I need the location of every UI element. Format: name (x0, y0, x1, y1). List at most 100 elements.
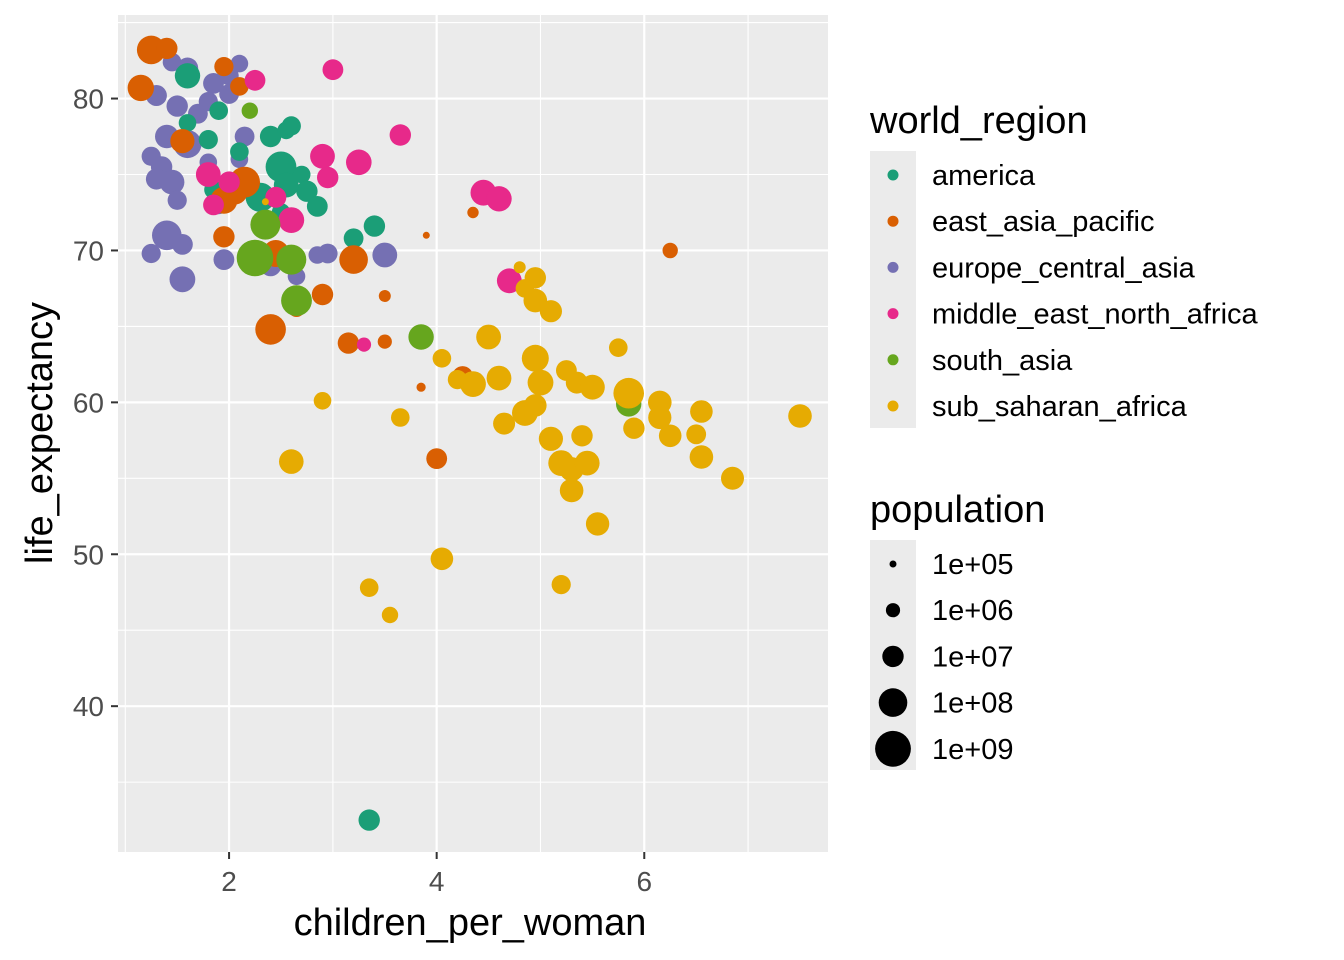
data-point-east_asia_pacific (426, 448, 448, 469)
y-tick-label: 80 (73, 84, 104, 115)
legend-label-south_asia: south_asia (932, 345, 1073, 377)
data-point-east_asia_pacific (337, 332, 360, 354)
legend-key-east_asia_pacific (887, 215, 899, 227)
size-legend-label: 1e+08 (932, 688, 1013, 720)
legend-key-middle_east_north_africa (887, 308, 899, 320)
data-point-sub_saharan_africa (493, 412, 516, 435)
data-point-sub_saharan_africa (609, 338, 628, 358)
size-legend-key (889, 560, 897, 568)
legend-label-america: america (932, 160, 1036, 192)
data-point-middle_east_north_africa (195, 162, 221, 187)
data-point-sub_saharan_africa (527, 369, 554, 396)
data-point-middle_east_north_africa (203, 194, 224, 216)
size-legend-title: population (870, 489, 1045, 531)
data-point-america (343, 228, 364, 249)
data-point-south_asia (241, 102, 258, 119)
data-point-europe_central_asia (230, 54, 249, 73)
data-point-sub_saharan_africa (686, 424, 707, 445)
data-point-sub_saharan_africa (538, 426, 564, 451)
data-point-sub_saharan_africa (261, 198, 269, 206)
data-point-middle_east_north_africa (310, 143, 335, 169)
legend-label-sub_saharan_africa: sub_saharan_africa (932, 391, 1188, 423)
data-point-america (292, 165, 311, 184)
data-point-east_asia_pacific (311, 283, 334, 306)
major-gridlines (118, 15, 828, 852)
data-point-sub_saharan_africa (658, 424, 682, 448)
data-point-sub_saharan_africa (721, 466, 744, 490)
data-point-south_asia (281, 285, 312, 316)
data-point-middle_east_north_africa (496, 268, 522, 294)
data-point-sub_saharan_africa (391, 408, 410, 427)
legend-key-south_asia (887, 354, 899, 366)
legend-key-america (887, 169, 899, 181)
data-point-sub_saharan_africa (524, 394, 547, 417)
data-point-america (198, 130, 218, 150)
data-point-middle_east_north_africa (218, 171, 240, 193)
data-point-middle_east_north_africa (244, 69, 266, 91)
data-point-sub_saharan_africa (539, 300, 563, 323)
data-point-sub_saharan_africa (432, 349, 452, 368)
data-point-east_asia_pacific (377, 334, 392, 349)
legend-label-east_asia_pacific: east_asia_pacific (932, 206, 1154, 238)
data-point-sub_saharan_africa (571, 425, 593, 447)
size-legend-key (885, 603, 901, 618)
data-point-sub_saharan_africa (574, 450, 600, 476)
data-point-middle_east_north_africa (278, 207, 305, 234)
data-point-europe_central_asia (213, 249, 235, 270)
data-point-america (174, 63, 201, 89)
data-point-east_asia_pacific (339, 245, 368, 274)
x-axis-title: children_per_woman (294, 902, 647, 944)
data-point-europe_central_asia (372, 242, 398, 268)
data-point-europe_central_asia (234, 126, 255, 147)
legend-key-sub_saharan_africa (887, 400, 899, 412)
data-point-sub_saharan_africa (648, 405, 672, 430)
data-point-east_asia_pacific (127, 74, 154, 102)
size-legend-label: 1e+06 (932, 595, 1013, 627)
data-point-sub_saharan_africa (460, 371, 486, 397)
data-point-east_asia_pacific (416, 382, 426, 392)
data-point-east_asia_pacific (156, 37, 178, 60)
data-point-east_asia_pacific (230, 77, 249, 96)
data-point-middle_east_north_africa (346, 149, 372, 176)
data-point-europe_central_asia (169, 266, 196, 293)
data-point-sub_saharan_africa (690, 400, 713, 423)
x-tick-label: 6 (636, 866, 652, 897)
data-point-middle_east_north_africa (317, 166, 339, 189)
data-point-america (358, 809, 380, 831)
data-point-sub_saharan_africa (613, 377, 644, 409)
y-axis-ticks: 40 50 60 70 80 (73, 84, 118, 722)
size-legend-label: 1e+09 (932, 734, 1013, 766)
data-point-south_asia (276, 244, 307, 275)
data-point-south_asia (236, 239, 274, 277)
x-axis-ticks: 2 4 6 (221, 852, 652, 897)
data-point-america (178, 114, 197, 132)
data-point-america (259, 125, 282, 148)
color-legend: america east_asia_pacific europe_central_a… (887, 160, 1259, 423)
y-tick-label: 70 (73, 235, 104, 266)
x-tick-label: 2 (221, 866, 237, 897)
data-point-europe_central_asia (172, 234, 193, 255)
data-points (127, 35, 812, 831)
data-point-south_asia (250, 209, 281, 240)
data-point-europe_central_asia (166, 95, 188, 117)
data-point-east_asia_pacific (467, 206, 479, 219)
data-point-sub_saharan_africa (585, 512, 610, 536)
data-point-sub_saharan_africa (788, 404, 812, 428)
data-point-sub_saharan_africa (381, 606, 399, 624)
data-point-sub_saharan_africa (580, 374, 605, 400)
data-point-south_asia (408, 324, 434, 350)
data-point-europe_central_asia (167, 190, 187, 210)
data-point-europe_central_asia (317, 243, 338, 264)
color-legend-title: world_region (869, 100, 1088, 142)
data-point-middle_east_north_africa (356, 337, 372, 352)
size-legend: 1e+05 1e+06 1e+07 1e+08 1e+09 (875, 549, 1013, 767)
data-point-america (363, 215, 386, 237)
data-point-east_asia_pacific (214, 57, 234, 77)
panel-background (118, 15, 828, 852)
y-axis-title: life_expectancy (19, 302, 61, 564)
data-point-america (281, 116, 301, 136)
data-point-sub_saharan_africa (689, 445, 714, 469)
x-tick-label: 4 (429, 866, 445, 897)
data-point-sub_saharan_africa (279, 449, 304, 474)
data-point-east_asia_pacific (662, 242, 678, 259)
